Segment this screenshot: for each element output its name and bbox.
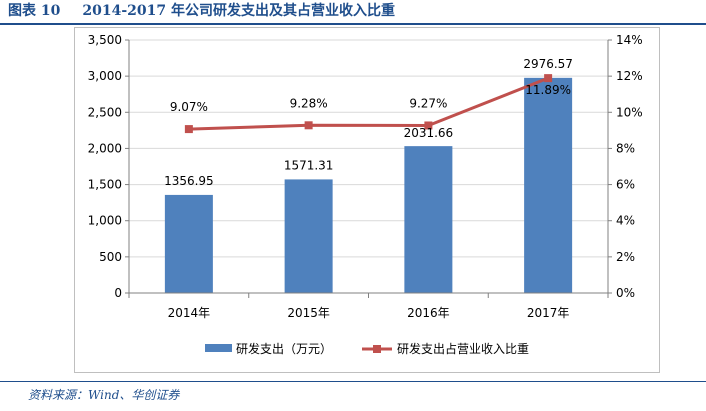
- bar-data-label: 1571.31: [284, 158, 334, 172]
- source-divider: [0, 381, 706, 382]
- x-tick-label: 2015年: [287, 306, 330, 320]
- line-series: [184, 74, 553, 134]
- y-left-tick-label: 3,000: [88, 69, 122, 83]
- legend-label-line: 研发支出占营业收入比重: [397, 341, 529, 356]
- y-left-tick-label: 2,000: [88, 141, 122, 155]
- y-left-tick-label: 2,500: [88, 105, 122, 119]
- chart-frame: [74, 27, 660, 373]
- line-marker: [184, 125, 193, 134]
- series-line: [188, 76, 549, 131]
- bar: [164, 194, 213, 293]
- y-left-tick-label: 1,500: [88, 178, 122, 192]
- bar-series: [164, 77, 573, 293]
- y-left-tick-label: 3,500: [88, 33, 122, 47]
- line-marker: [544, 74, 553, 83]
- bar-data-label: 2031.66: [404, 126, 454, 140]
- bar: [284, 179, 333, 293]
- title-divider: [0, 23, 706, 25]
- legend-swatch-bar: [205, 344, 232, 352]
- axes: 0 500 1,000 1,500 2,000 2,500 3,000 3,500 0% 2% 4%…: [88, 33, 643, 320]
- figure-title: 图表 10 2014-2017 年公司研发支出及其占营业收入比重: [8, 0, 395, 22]
- y-right-tick-label: 14%: [616, 33, 643, 47]
- bar: [524, 77, 573, 293]
- bar: [404, 146, 453, 293]
- figure-number: 图表 10: [8, 3, 61, 19]
- legend: 研发支出（万元） 研发支出占营业收入比重: [205, 341, 529, 356]
- y-left-tick-label: 500: [99, 250, 122, 264]
- bar-data-label: 1356.95: [164, 174, 214, 188]
- legend-swatch-marker: [373, 345, 381, 353]
- y-right-tick-label: 10%: [616, 105, 643, 119]
- y-right-tick-label: 6%: [616, 178, 635, 192]
- bar-data-label: 2976.57: [523, 57, 573, 71]
- data-labels: 1356.95 1571.31 2031.66 2976.57 9.07% 9.28% 9.…: [164, 57, 573, 188]
- y-right-tick-label: 4%: [616, 214, 635, 228]
- y-right-tick-label: 0%: [616, 286, 635, 300]
- x-tick-label: 2017年: [527, 306, 570, 320]
- x-tick-label: 2014年: [168, 306, 211, 320]
- y-right-tick-label: 8%: [616, 141, 635, 155]
- line-data-label: 9.28%: [290, 96, 328, 110]
- chart: 0 500 1,000 1,500 2,000 2,500 3,000 3,500 0% 2% 4%…: [88, 33, 643, 356]
- x-tick-label: 2016年: [407, 306, 450, 320]
- y-left-tick-label: 1,000: [88, 214, 122, 228]
- line-marker: [424, 121, 433, 130]
- source-note: 资料来源：Wind、华创证券: [28, 388, 180, 402]
- y-right-tick-label: 2%: [616, 250, 635, 264]
- line-data-label: 9.07%: [170, 100, 208, 114]
- line-data-label: 11.89%: [525, 83, 571, 97]
- line-data-label: 9.27%: [409, 96, 447, 110]
- y-right-tick-label: 12%: [616, 69, 643, 83]
- line-marker: [304, 121, 313, 130]
- legend-label-bar: 研发支出（万元）: [236, 341, 332, 356]
- figure-title-text: 2014-2017 年公司研发支出及其占营业收入比重: [82, 3, 395, 19]
- y-left-tick-label: 0: [114, 286, 122, 300]
